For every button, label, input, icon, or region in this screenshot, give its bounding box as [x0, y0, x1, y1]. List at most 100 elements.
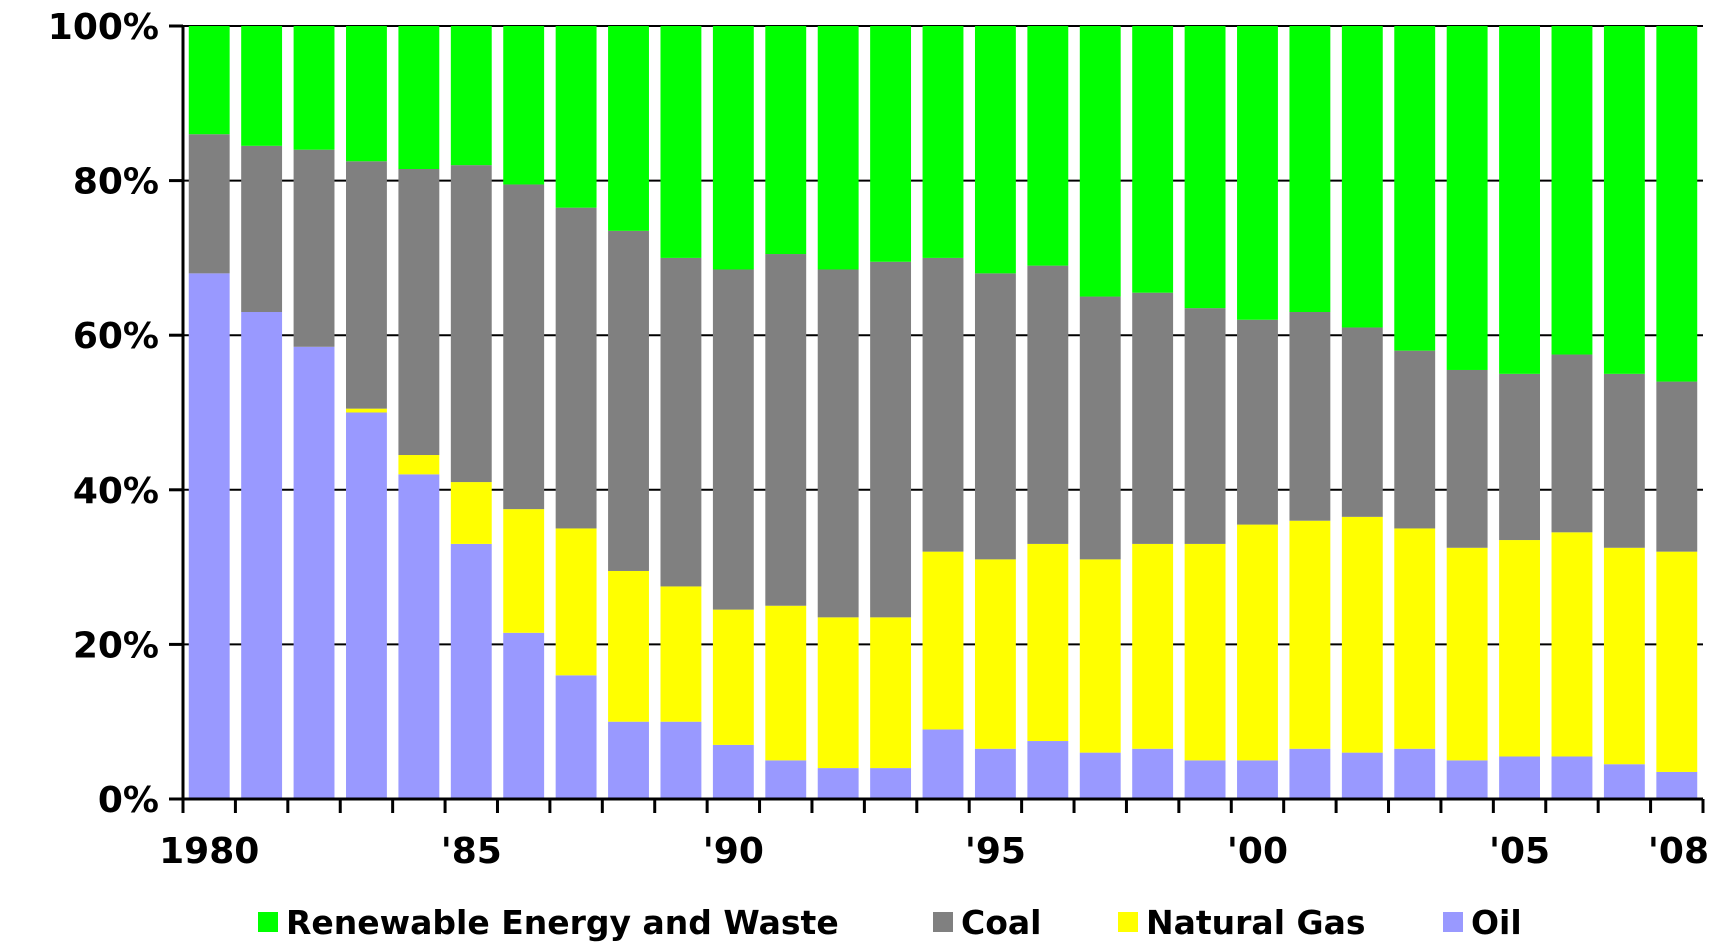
- bar-segment-coal-2008: [1656, 381, 1698, 552]
- bar-segment-natural-gas-2005: [1499, 540, 1540, 757]
- legend-swatch-oil: [1443, 912, 1463, 932]
- bar-segment-renewable-energy-and-waste-2008: [1656, 26, 1698, 382]
- y-tick-label: 40%: [73, 471, 159, 512]
- legend-swatch-renewable-energy-and-waste: [258, 912, 278, 932]
- bar-segment-renewable-energy-and-waste-2005: [1499, 26, 1540, 374]
- bar-segment-coal-1986: [503, 184, 545, 510]
- bar-segment-coal-1991: [765, 254, 807, 606]
- bar-segment-coal-1996: [1027, 265, 1069, 544]
- bar-segment-renewable-energy-and-waste-1981: [241, 26, 283, 146]
- bar-segment-oil-1980: [188, 273, 230, 799]
- bar-segment-coal-1990: [712, 269, 754, 610]
- bar-segment-natural-gas-1999: [1184, 543, 1226, 761]
- bar-segment-coal-2005: [1499, 373, 1540, 541]
- bar-segment-oil-1992: [817, 768, 859, 799]
- bar-segment-renewable-energy-and-waste-1990: [712, 26, 754, 270]
- bar-segment-coal-1981: [241, 145, 283, 313]
- axes: [169, 24, 1705, 813]
- bar-segment-natural-gas-2003: [1394, 528, 1436, 749]
- bar-segment-renewable-energy-and-waste-1999: [1184, 26, 1226, 309]
- bar-segment-oil-2003: [1394, 748, 1436, 799]
- bar-segment-natural-gas-1995: [974, 559, 1016, 749]
- bar-segment-coal-1992: [817, 269, 859, 618]
- bar-segment-renewable-energy-and-waste-1996: [1027, 26, 1069, 266]
- bar-segment-oil-1981: [241, 312, 283, 799]
- bar-segment-coal-1994: [922, 257, 964, 552]
- bar-segment-oil-1993: [870, 768, 912, 799]
- bar-segment-coal-1985: [450, 165, 492, 483]
- bar-segment-renewable-energy-and-waste-1982: [293, 26, 335, 150]
- x-tick-label: '90: [703, 831, 764, 872]
- bar-segment-renewable-energy-and-waste-1993: [870, 26, 912, 262]
- bar-segment-renewable-energy-and-waste-1989: [660, 26, 702, 258]
- y-tick-label: 60%: [73, 316, 159, 357]
- bar-segment-oil-1985: [450, 543, 492, 799]
- bar-segment-coal-2007: [1603, 373, 1645, 548]
- bar-segment-oil-2006: [1551, 756, 1593, 799]
- bar-segment-coal-1998: [1132, 292, 1174, 544]
- bar-segment-renewable-energy-and-waste-1985: [450, 26, 492, 166]
- bar-segment-coal-2002: [1341, 327, 1383, 517]
- bar-segment-oil-2007: [1603, 764, 1645, 799]
- x-tick-label: '08: [1648, 831, 1709, 872]
- bar-segment-oil-1994: [922, 729, 964, 799]
- legend-label-oil: Oil: [1471, 903, 1522, 942]
- bar-segment-renewable-energy-and-waste-1987: [555, 26, 597, 208]
- bar-segment-oil-2002: [1341, 752, 1383, 799]
- bar-segment-renewable-energy-and-waste-2003: [1394, 26, 1436, 351]
- y-tick-label: 20%: [73, 625, 159, 666]
- bars: [188, 26, 1698, 799]
- bar-segment-natural-gas-1983: [346, 408, 387, 413]
- bar-segment-natural-gas-2001: [1289, 520, 1331, 749]
- bar-segment-oil-2000: [1237, 760, 1278, 799]
- bar-segment-coal-1982: [293, 149, 335, 347]
- bar-segment-renewable-energy-and-waste-1980: [188, 26, 230, 135]
- bar-segment-renewable-energy-and-waste-1988: [608, 26, 649, 231]
- bar-segment-renewable-energy-and-waste-2001: [1289, 26, 1331, 313]
- y-tick-label: 0%: [98, 780, 159, 821]
- x-tick-label: '85: [441, 831, 502, 872]
- legend-swatch-natural-gas: [1118, 912, 1138, 932]
- bar-segment-natural-gas-1988: [608, 570, 649, 722]
- bar-segment-coal-1987: [555, 207, 597, 529]
- bar-segment-coal-2004: [1446, 369, 1488, 548]
- bar-segment-oil-1983: [346, 412, 387, 799]
- bar-segment-natural-gas-1985: [450, 482, 492, 544]
- bar-segment-renewable-energy-and-waste-1986: [503, 26, 545, 185]
- bar-segment-oil-2004: [1446, 760, 1488, 799]
- y-tick-label: 80%: [73, 162, 159, 203]
- bar-segment-oil-1986: [503, 632, 545, 799]
- bar-segment-natural-gas-2002: [1341, 516, 1383, 753]
- bar-segment-coal-1983: [346, 161, 387, 409]
- legend-label-natural-gas: Natural Gas: [1146, 903, 1366, 942]
- bar-segment-natural-gas-1984: [398, 455, 440, 475]
- legend-swatch-coal: [933, 912, 953, 932]
- bar-segment-oil-1988: [608, 721, 649, 799]
- bar-segment-oil-1982: [293, 346, 335, 799]
- bar-segment-renewable-energy-and-waste-2000: [1237, 26, 1278, 320]
- bar-segment-renewable-energy-and-waste-1984: [398, 26, 440, 170]
- bar-segment-natural-gas-1997: [1079, 559, 1121, 753]
- bar-segment-coal-1989: [660, 257, 702, 587]
- bar-segment-renewable-energy-and-waste-1992: [817, 26, 859, 270]
- bar-segment-natural-gas-1986: [503, 509, 545, 633]
- bar-segment-coal-2003: [1394, 350, 1436, 529]
- bar-segment-oil-1991: [765, 760, 807, 799]
- legend-label-renewable-energy-and-waste: Renewable Energy and Waste: [286, 903, 839, 942]
- x-tick-label: '00: [1227, 831, 1288, 872]
- x-tick-label: 1980: [159, 831, 259, 872]
- bar-segment-oil-1990: [712, 744, 754, 799]
- bar-segment-coal-2006: [1551, 354, 1593, 533]
- bar-segment-natural-gas-2000: [1237, 524, 1278, 761]
- bar-segment-coal-1988: [608, 230, 649, 571]
- bar-segment-renewable-energy-and-waste-2006: [1551, 26, 1593, 355]
- bar-segment-oil-1995: [974, 748, 1016, 799]
- bar-segment-renewable-energy-and-waste-1997: [1079, 26, 1121, 297]
- bar-segment-natural-gas-1992: [817, 617, 859, 769]
- bar-segment-natural-gas-1991: [765, 605, 807, 761]
- bar-segment-coal-1999: [1184, 308, 1226, 544]
- legend-label-coal: Coal: [961, 903, 1041, 942]
- bar-segment-renewable-energy-and-waste-1998: [1132, 26, 1174, 293]
- bar-segment-natural-gas-2006: [1551, 532, 1593, 757]
